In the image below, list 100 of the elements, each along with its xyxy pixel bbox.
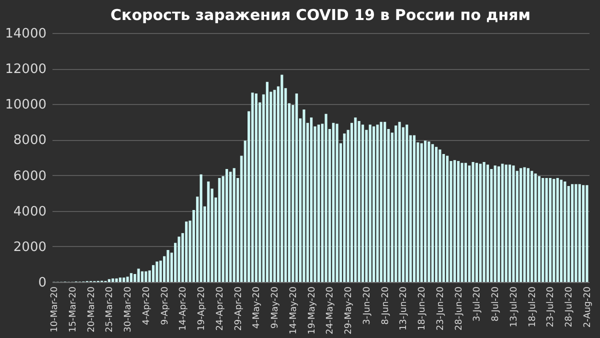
bar (564, 182, 566, 282)
bar (384, 122, 386, 282)
x-tick-label: 14-Apr-20 (178, 286, 189, 331)
bar (567, 186, 570, 282)
bar (122, 278, 126, 282)
bar (140, 271, 144, 282)
x-tick-label: 19-May-20 (307, 286, 318, 334)
bar (273, 90, 276, 282)
bar (406, 124, 408, 282)
bar (453, 160, 456, 282)
y-tick-label: 14000 (5, 26, 46, 42)
bar (108, 279, 110, 282)
bar (475, 162, 478, 282)
bar (254, 93, 258, 282)
bar (207, 182, 210, 282)
bar (504, 164, 508, 282)
x-tick-label: 20-Mar-20 (86, 286, 97, 332)
bar (494, 166, 496, 282)
x-tick-label: 13-Jul-20 (509, 286, 520, 328)
x-tick-label: 24-Apr-20 (215, 286, 226, 331)
bar (166, 250, 170, 282)
x-tick-label: 8-Jul-20 (491, 286, 502, 322)
x-tick-label: 3-Jun-20 (362, 286, 372, 325)
bar (479, 164, 482, 282)
x-tick-label: 3-Jul-20 (472, 286, 483, 322)
bar (428, 141, 430, 282)
x-tick-label: 14-May-20 (288, 286, 299, 334)
bar (324, 114, 328, 282)
bar (280, 74, 284, 282)
bar (354, 117, 357, 282)
bar (508, 164, 512, 282)
bar (115, 278, 118, 282)
bar (126, 276, 129, 282)
x-tick-label: 15-Mar-20 (68, 286, 78, 332)
bar (225, 169, 228, 282)
bar (144, 271, 148, 282)
bar (336, 124, 338, 282)
x-tick-label: 10-Mar-20 (50, 286, 60, 332)
bar (497, 166, 500, 282)
bar (112, 278, 114, 282)
bar (310, 117, 313, 282)
x-tick-label: 18-Jun-20 (418, 286, 428, 330)
y-tick-label: 0 (38, 276, 46, 290)
x-tick-label: 9-May-20 (270, 286, 281, 329)
bar (372, 126, 376, 282)
bar (420, 143, 423, 282)
bar (552, 178, 556, 282)
bar (501, 164, 504, 282)
bar (317, 124, 320, 282)
y-tick-label: 2000 (13, 240, 46, 255)
bar (251, 92, 254, 282)
bar (137, 268, 140, 282)
x-tick-label: 24-May-20 (326, 286, 336, 334)
bar (358, 121, 360, 282)
bar (431, 144, 434, 282)
bar (574, 184, 578, 282)
bar (438, 149, 442, 282)
y-tick-label: 4000 (13, 204, 46, 220)
bar (542, 178, 544, 282)
bar (152, 265, 155, 282)
x-tick-label: 8-Jun-20 (380, 286, 391, 325)
bar (394, 125, 398, 282)
y-tick-label: 6000 (13, 168, 46, 184)
bar (380, 122, 382, 282)
x-tick-label: 9-Apr-20 (160, 286, 170, 325)
bar (368, 124, 372, 282)
bar (130, 273, 132, 282)
bar (156, 262, 158, 282)
bar (446, 156, 449, 282)
x-tick-label: 2-Aug-20 (582, 286, 593, 328)
bar (118, 278, 122, 282)
bar (185, 222, 188, 282)
bar (229, 172, 232, 282)
x-tick-label: 29-May-20 (344, 286, 354, 334)
x-tick-label: 30-Mar-20 (124, 286, 134, 332)
bar (434, 146, 438, 282)
x-tick-label: 28-Jul-20 (564, 286, 575, 328)
x-tick-label: 13-Jun-20 (399, 286, 410, 330)
bar (343, 133, 346, 282)
bar (520, 168, 522, 282)
bar (482, 162, 486, 282)
bar (545, 178, 548, 282)
bar (526, 168, 530, 282)
chart-title: Скорость заражения COVID 19 в России по дням (110, 6, 530, 24)
bar (578, 184, 581, 282)
bar (218, 178, 221, 282)
y-tick-label: 12000 (5, 62, 46, 78)
bar (472, 162, 474, 282)
bar (570, 184, 574, 282)
bar (468, 166, 471, 282)
bar (295, 93, 298, 282)
x-tick-label: 4-Apr-20 (142, 286, 152, 325)
bar (232, 168, 236, 282)
bar (512, 166, 515, 282)
bar (266, 82, 268, 282)
bar (332, 122, 335, 282)
y-tick-label: 10000 (5, 98, 46, 113)
bar (200, 174, 202, 282)
x-tick-label: 23-Jun-20 (436, 286, 446, 330)
x-tick-label: 28-Jun-20 (454, 286, 464, 330)
